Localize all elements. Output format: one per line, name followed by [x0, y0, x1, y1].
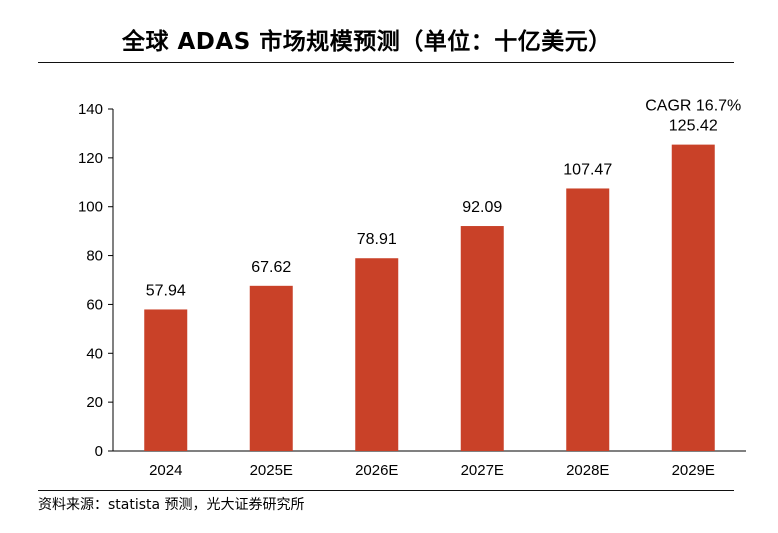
y-tick-label: 120 — [78, 150, 103, 167]
y-tick-label: 20 — [86, 394, 103, 411]
value-label: 78.91 — [357, 231, 397, 248]
x-tick-label: 2027E — [461, 462, 504, 479]
y-tick-label: 80 — [86, 248, 103, 265]
value-label: 92.09 — [462, 199, 502, 216]
value-label: 67.62 — [251, 259, 291, 276]
title-divider — [38, 62, 734, 63]
y-tick-label: 0 — [95, 443, 103, 460]
value-label: 125.42 — [669, 118, 718, 135]
x-tick-label: 2026E — [355, 462, 398, 479]
x-tick-label: 2029E — [672, 462, 715, 479]
bar-series — [144, 144, 715, 452]
y-tick-label: 40 — [86, 345, 103, 362]
source-note: 资料来源：statista 预测，光大证券研究所 — [38, 497, 305, 513]
value-label: 107.47 — [563, 161, 612, 178]
bar-2029E — [671, 144, 715, 451]
x-tick-label: 2024 — [149, 462, 182, 479]
value-labels: 57.94 67.62 78.91 92.09 107.47 125.42 — [146, 118, 718, 300]
x-tick-label: 2028E — [566, 462, 609, 479]
value-label: 57.94 — [146, 282, 186, 299]
bar-2025E — [249, 285, 293, 451]
x-tick-label: 2025E — [250, 462, 293, 479]
source-divider — [38, 490, 734, 491]
y-tick-label: 140 — [78, 101, 103, 118]
y-axis-ticks: 0 20 40 60 80 100 120 140 — [78, 101, 113, 460]
bar-2027E — [460, 226, 504, 451]
y-tick-label: 60 — [86, 296, 103, 313]
bar-2024 — [144, 309, 188, 451]
chart-title: 全球 ADAS 市场规模预测（单位：十亿美元） — [122, 29, 612, 55]
x-axis-labels: 2024 2025E 2026E 2027E 2028E 2029E — [149, 462, 715, 479]
y-tick-label: 100 — [78, 199, 103, 216]
bar-2026E — [355, 258, 399, 451]
cagr-annotation: CAGR 16.7% — [645, 98, 741, 115]
bar-2028E — [566, 188, 610, 452]
